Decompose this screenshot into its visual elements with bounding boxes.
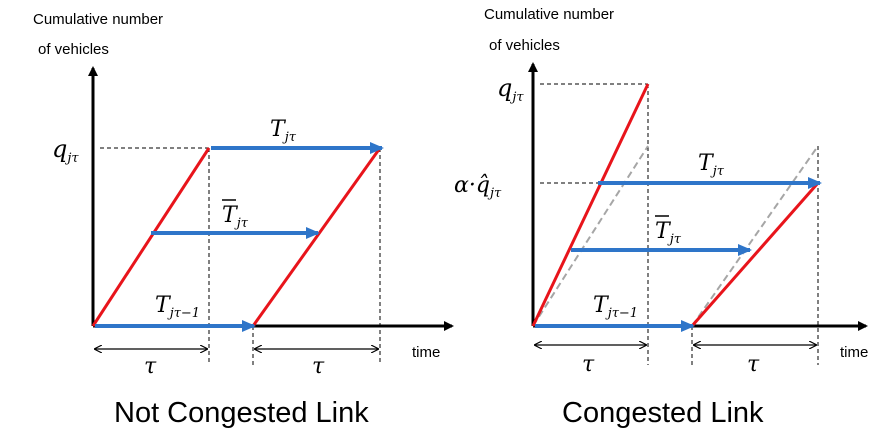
left-tau-2: τ xyxy=(312,354,325,379)
left-ylabel-line2: of vehicles xyxy=(38,41,109,58)
right-q-label: qjτ xyxy=(497,74,524,105)
left-ylabel-line1: Cumulative number xyxy=(33,11,163,28)
left-T-top-label: Tjτ xyxy=(270,117,297,145)
left-arrival-curve xyxy=(91,147,211,327)
right-T-top-label: Tjτ xyxy=(698,151,725,179)
right-Tbar-label: Tjτ xyxy=(655,219,682,247)
left-Tbar-label: Tjτ xyxy=(222,203,249,231)
right-departure-curve xyxy=(690,182,820,327)
right-tau-1: τ xyxy=(582,352,595,377)
right-tau-2: τ xyxy=(747,352,760,377)
left-tau-1: τ xyxy=(144,354,157,379)
left-q-label: qjτ xyxy=(52,135,79,166)
left-T-prev-label: Tjτ−1 xyxy=(155,293,200,321)
left-departure-curve xyxy=(251,147,382,327)
right-time-label: time xyxy=(840,344,868,361)
right-diagram: Cumulative number of vehicles time qjτ α… xyxy=(454,6,868,429)
right-gray-reference-arrival xyxy=(532,145,649,327)
left-caption: Not Congested Link xyxy=(114,397,369,429)
right-caption: Congested Link xyxy=(562,397,764,429)
right-ylabel-line1: Cumulative number xyxy=(484,6,614,23)
right-alpha-label: α·q̂jτ xyxy=(454,173,502,201)
left-diagram: Cumulative number of vehicles time qjτ T… xyxy=(33,11,454,429)
right-arrival-curve xyxy=(531,83,650,327)
right-ylabel-line2: of vehicles xyxy=(489,37,560,54)
left-time-label: time xyxy=(412,344,440,361)
right-gray-reference-departure xyxy=(691,145,819,327)
right-T-prev-label: Tjτ−1 xyxy=(593,293,638,321)
